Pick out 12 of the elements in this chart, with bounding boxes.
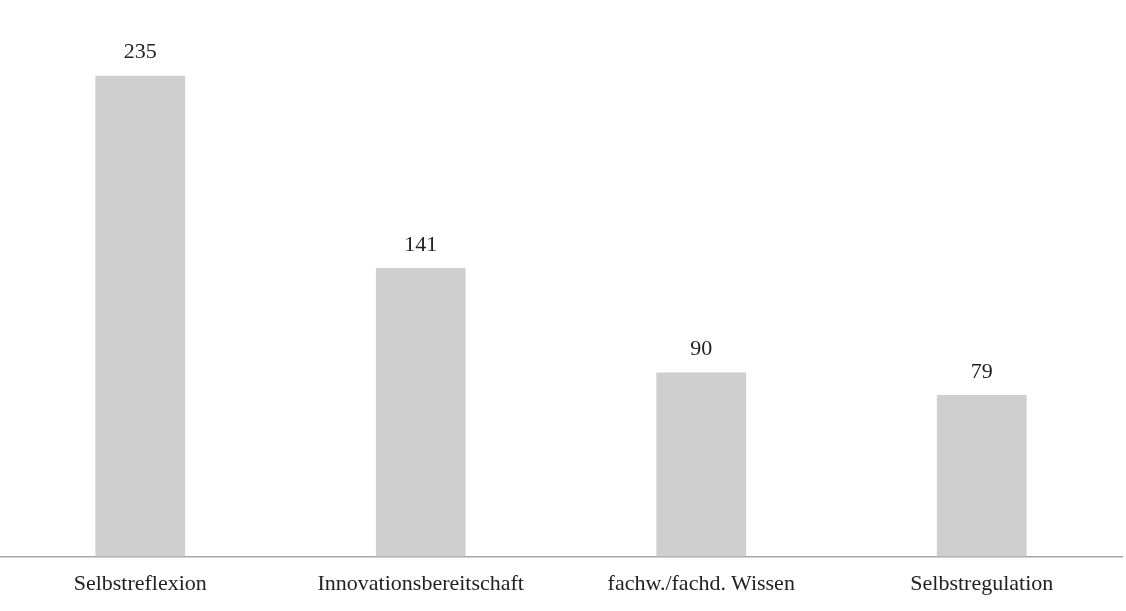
bar bbox=[656, 372, 747, 557]
x-tick-label: Innovationsbereitschaft bbox=[317, 569, 524, 595]
data-label: 90 bbox=[690, 335, 713, 361]
x-tick-label: Selbstregulation bbox=[910, 569, 1054, 595]
data-label: 141 bbox=[404, 230, 438, 256]
data-label: 235 bbox=[123, 38, 157, 64]
x-tick-label: Selbstreflexion bbox=[73, 569, 207, 595]
bar bbox=[95, 75, 186, 557]
bar bbox=[936, 394, 1027, 557]
x-tick-label: fachw./fachd. Wissen bbox=[607, 569, 795, 595]
data-label: 79 bbox=[970, 357, 993, 383]
bar bbox=[375, 268, 466, 557]
